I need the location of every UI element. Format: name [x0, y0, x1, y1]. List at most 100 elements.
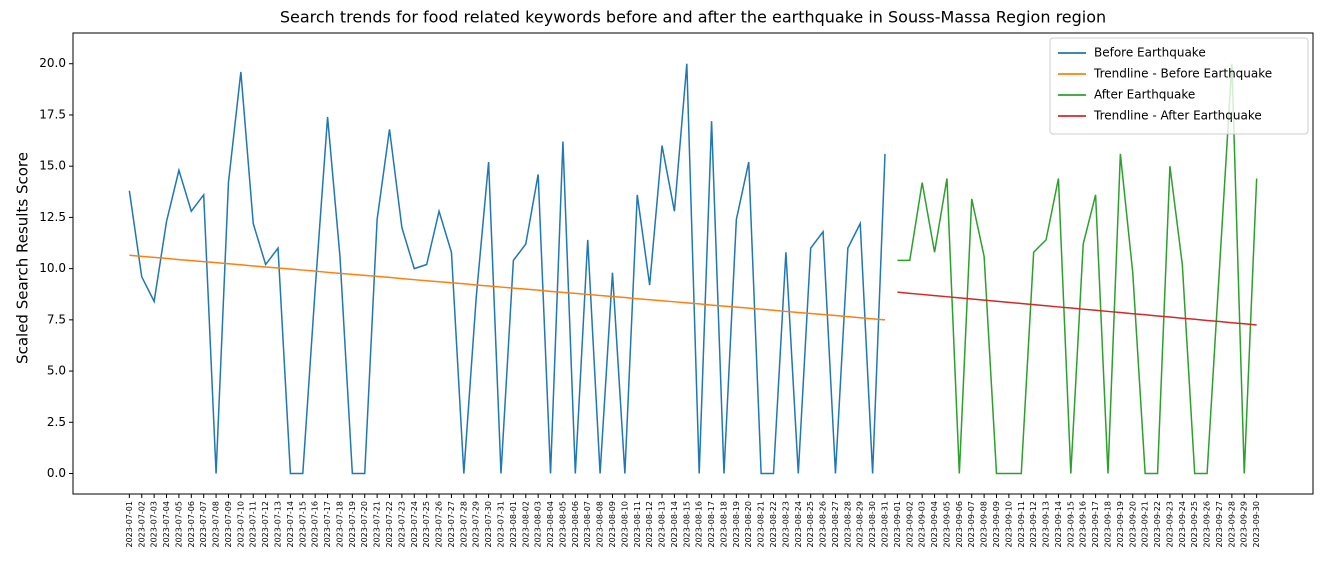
x-tick-label: 2023-09-11 [1017, 501, 1026, 548]
x-tick-label: 2023-07-18 [335, 501, 344, 548]
x-tick-label: 2023-08-10 [620, 501, 629, 548]
x-tick-label: 2023-08-20 [744, 501, 753, 548]
x-tick-label: 2023-08-14 [670, 501, 679, 548]
x-tick-label: 2023-09-04 [930, 501, 939, 548]
x-tick-label: 2023-07-07 [199, 501, 208, 548]
x-tick-label: 2023-09-13 [1042, 501, 1051, 548]
x-tick-label: 2023-07-28 [459, 501, 468, 548]
x-tick-label: 2023-07-19 [348, 501, 357, 548]
x-tick-label: 2023-08-31 [881, 501, 890, 548]
y-tick-label: 2.5 [47, 415, 66, 429]
x-tick-label: 2023-09-17 [1091, 501, 1100, 548]
x-tick-label: 2023-08-29 [856, 501, 865, 548]
x-tick-label: 2023-08-07 [583, 501, 592, 548]
x-tick-label: 2023-07-16 [311, 501, 320, 548]
plot-frame [72, 32, 1314, 495]
x-tick-label: 2023-08-08 [596, 501, 605, 548]
x-tick-label: 2023-09-02 [905, 501, 914, 548]
series-line [128, 63, 886, 475]
legend-label: After Earthquake [1094, 88, 1195, 102]
series-line [129, 254, 886, 321]
x-tick-label: 2023-08-26 [819, 501, 828, 548]
x-tick-label: 2023-09-22 [1153, 501, 1162, 548]
x-tick-label: 2023-08-13 [658, 501, 667, 548]
x-tick-label: 2023-09-09 [992, 501, 1001, 548]
x-tick-label: 2023-08-06 [571, 501, 580, 548]
x-tick-label: 2023-08-15 [682, 501, 691, 548]
x-tick-label: 2023-07-09 [224, 501, 233, 548]
x-tick-label: 2023-07-11 [249, 501, 258, 548]
x-tick-label: 2023-08-30 [868, 501, 877, 548]
y-tick-label: 20.0 [39, 56, 66, 70]
x-tick-label: 2023-07-20 [360, 501, 369, 548]
x-tick-label: 2023-07-24 [410, 501, 419, 548]
series-line [897, 291, 1257, 326]
y-tick-label: 12.5 [39, 210, 66, 224]
x-tick-label: 2023-08-17 [707, 501, 716, 548]
y-tick-label: 15.0 [39, 159, 66, 173]
x-tick-label: 2023-08-23 [781, 501, 790, 548]
x-tick-label: 2023-09-24 [1178, 501, 1187, 548]
x-tick-label: 2023-09-06 [955, 501, 964, 548]
x-tick-label: 2023-09-10 [1004, 501, 1013, 548]
x-tick-label: 2023-09-20 [1128, 501, 1137, 548]
y-tick-label: 10.0 [39, 261, 66, 275]
y-tick-label: 0.0 [47, 466, 66, 480]
x-tick-label: 2023-08-12 [645, 501, 654, 548]
x-tick-label: 2023-09-15 [1066, 501, 1075, 548]
x-tick-label: 2023-07-25 [422, 501, 431, 548]
x-tick-label: 2023-07-17 [323, 501, 332, 548]
x-tick-label: 2023-09-30 [1252, 501, 1261, 548]
x-tick-label: 2023-07-10 [236, 501, 245, 548]
x-tick-label: 2023-09-14 [1054, 501, 1063, 548]
legend-label: Before Earthquake [1094, 46, 1206, 60]
x-tick-label: 2023-07-06 [187, 501, 196, 548]
x-tick-label: 2023-07-29 [472, 501, 481, 548]
x-tick-label: 2023-07-08 [212, 501, 221, 548]
x-tick-label: 2023-09-21 [1141, 501, 1150, 548]
x-tick-label: 2023-07-21 [373, 501, 382, 548]
x-tick-label: 2023-09-23 [1165, 501, 1174, 548]
x-tick-label: 2023-08-09 [608, 501, 617, 548]
y-tick-label: 17.5 [39, 107, 66, 121]
x-tick-label: 2023-07-31 [496, 501, 505, 548]
x-tick-label: 2023-09-08 [980, 501, 989, 548]
x-tick-label: 2023-08-28 [843, 501, 852, 548]
x-tick-label: 2023-09-03 [918, 501, 927, 548]
x-tick-label: 2023-08-18 [719, 501, 728, 548]
x-tick-label: 2023-08-22 [769, 501, 778, 548]
x-tick-label: 2023-07-30 [484, 501, 493, 548]
x-tick-label: 2023-09-12 [1029, 501, 1038, 548]
x-tick-label: 2023-07-05 [174, 501, 183, 548]
legend-box [1049, 37, 1309, 135]
y-axis-label: Scaled Search Results Score [14, 152, 32, 364]
x-tick-label: 2023-07-22 [385, 501, 394, 548]
x-tick-label: 2023-09-01 [893, 501, 902, 548]
x-tick-label: 2023-07-03 [150, 501, 159, 548]
x-tick-label: 2023-08-24 [794, 501, 803, 548]
x-tick-label: 2023-08-16 [695, 501, 704, 548]
x-tick-label: 2023-09-16 [1079, 501, 1088, 548]
x-tick-label: 2023-09-19 [1116, 501, 1125, 548]
x-tick-label: 2023-08-21 [757, 501, 766, 548]
x-tick-label: 2023-08-11 [633, 501, 642, 548]
x-tick-label: 2023-09-27 [1215, 501, 1224, 548]
x-tick-label: 2023-08-03 [534, 501, 543, 548]
y-tick-label: 7.5 [47, 312, 66, 326]
x-tick-label: 2023-08-05 [558, 501, 567, 548]
legend-label: Trendline - After Earthquake [1093, 109, 1262, 123]
x-tick-label: 2023-07-02 [137, 501, 146, 548]
x-tick-label: 2023-07-26 [435, 501, 444, 548]
x-tick-label: 2023-07-01 [125, 501, 134, 548]
chart-title: Search trends for food related keywords … [280, 8, 1106, 27]
x-tick-label: 2023-09-28 [1227, 501, 1236, 548]
x-tick-label: 2023-09-26 [1203, 501, 1212, 548]
x-tick-label: 2023-07-12 [261, 501, 270, 548]
x-tick-label: 2023-08-19 [732, 501, 741, 548]
legend-label: Trendline - Before Earthquake [1093, 67, 1272, 81]
x-tick-label: 2023-09-07 [967, 501, 976, 548]
x-tick-label: 2023-07-13 [274, 501, 283, 548]
x-tick-label: 2023-07-04 [162, 501, 171, 548]
legend: Before Earthquake Trendline - Before Eart… [1049, 37, 1309, 135]
